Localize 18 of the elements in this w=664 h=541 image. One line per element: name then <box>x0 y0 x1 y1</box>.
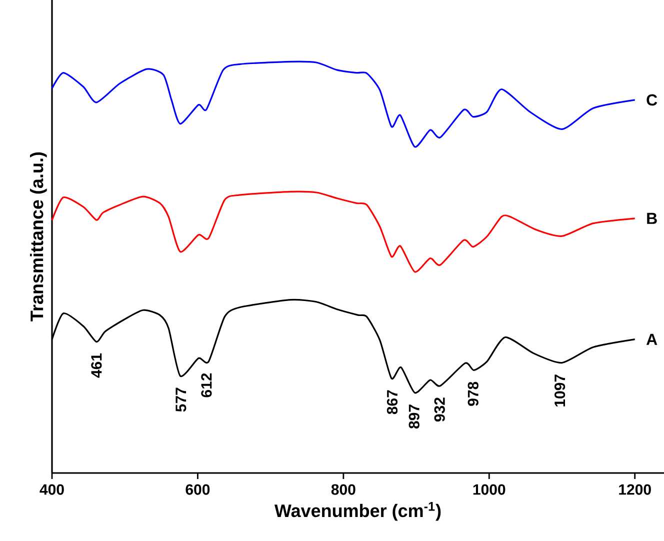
series-label: A <box>646 334 658 345</box>
annotation: 867 <box>386 390 398 414</box>
annotation: 612 <box>201 373 212 398</box>
annotation: 1097 <box>554 374 566 406</box>
x-tick-label: 1000 <box>473 484 506 495</box>
series-label: B <box>647 212 657 224</box>
annotation: 978 <box>468 382 478 406</box>
x-tick-label: 800 <box>331 484 356 495</box>
x-tick-label: 1200 <box>619 484 651 495</box>
y-axis-title: Transmittance (a.u.) <box>30 152 47 322</box>
annotation: 577 <box>176 388 186 412</box>
annotation: 461 <box>91 353 102 378</box>
x-tick-label: 600 <box>186 484 210 495</box>
series-label: C <box>646 94 658 106</box>
x-axis-title: Wavenumber (cm$^{-1}$) <box>274 502 441 521</box>
annotation: 897 <box>408 404 420 429</box>
x-tick-label: 400 <box>40 484 64 495</box>
annotation: 932 <box>434 398 445 422</box>
